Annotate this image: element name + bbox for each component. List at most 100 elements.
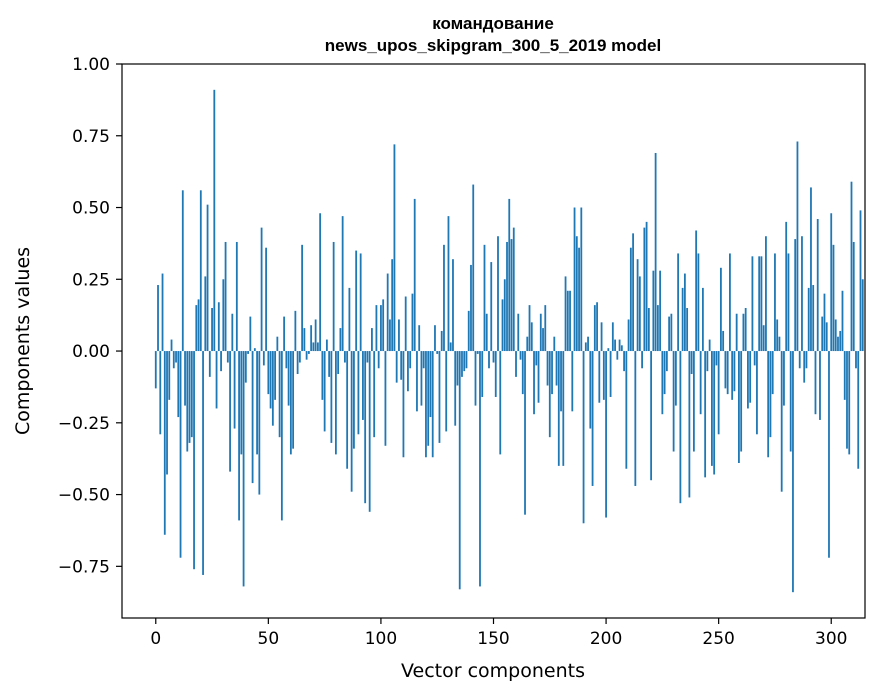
bar	[494, 351, 497, 397]
bar	[224, 241, 227, 352]
bar	[852, 241, 855, 352]
bar	[362, 351, 364, 420]
bar	[832, 244, 835, 352]
bar	[634, 351, 637, 486]
bar	[195, 305, 198, 352]
bar	[591, 351, 594, 486]
bar	[783, 351, 785, 406]
bar	[731, 351, 734, 400]
bar	[823, 293, 826, 352]
y-tick-label: 1.00	[72, 55, 110, 75]
bar	[294, 310, 297, 352]
bar	[830, 213, 833, 352]
bar	[598, 351, 601, 403]
bar	[650, 351, 653, 481]
bar	[713, 351, 716, 475]
bar	[409, 351, 412, 369]
bar	[553, 336, 556, 352]
bar	[262, 351, 265, 366]
bar	[307, 351, 310, 354]
bar	[418, 325, 421, 352]
chart-subtitle: news_upos_skipgram_300_5_2019 model	[325, 36, 661, 55]
bar	[539, 313, 542, 352]
bar	[535, 351, 538, 366]
bar	[316, 342, 319, 352]
x-axis: 0 50 100 150 200 250 300	[150, 618, 847, 649]
bar	[274, 351, 276, 400]
bar	[456, 351, 459, 386]
bar	[609, 351, 612, 397]
bar	[249, 316, 252, 352]
bar	[371, 328, 373, 352]
bar	[400, 351, 403, 380]
bar	[440, 330, 443, 352]
bar	[244, 351, 247, 383]
bar	[213, 89, 216, 352]
bar	[816, 219, 819, 352]
y-tick-label: −0.25	[58, 414, 110, 434]
bar	[760, 256, 763, 352]
bar	[519, 351, 522, 360]
bar	[625, 351, 628, 469]
bar	[641, 351, 643, 369]
bar	[749, 351, 752, 403]
bar	[323, 351, 326, 432]
bar	[647, 307, 650, 352]
bar	[555, 351, 558, 386]
bar	[607, 348, 610, 352]
bar	[447, 216, 450, 352]
bar	[573, 207, 576, 352]
bar	[175, 351, 177, 363]
bar	[544, 305, 547, 352]
bar	[557, 351, 560, 466]
x-tick-label: 50	[258, 629, 280, 649]
bar	[197, 299, 200, 352]
bar	[846, 351, 848, 449]
bar	[346, 351, 349, 469]
bar	[605, 351, 607, 518]
bar	[690, 351, 693, 375]
bar	[704, 351, 707, 478]
bar	[199, 190, 202, 352]
bar	[485, 313, 488, 352]
bar	[278, 351, 281, 438]
bar	[188, 351, 191, 443]
bar	[344, 351, 346, 363]
bar	[776, 319, 779, 352]
bar	[843, 351, 846, 400]
bar	[670, 313, 673, 352]
bar	[638, 276, 641, 352]
bar	[805, 351, 808, 369]
bar	[217, 302, 220, 352]
bar	[785, 221, 788, 352]
x-tick-label: 150	[477, 629, 509, 649]
bar	[564, 276, 567, 352]
bar	[803, 351, 806, 383]
bar	[729, 253, 731, 352]
bar	[373, 351, 376, 438]
bar	[226, 351, 229, 363]
bar	[269, 351, 272, 409]
bar	[285, 351, 288, 369]
bar	[859, 210, 862, 352]
bar	[211, 307, 213, 352]
bar	[253, 348, 256, 352]
x-tick-label: 300	[815, 629, 847, 649]
bar	[357, 351, 360, 435]
bar	[526, 336, 529, 352]
bar	[256, 351, 258, 455]
bar	[528, 305, 531, 352]
bar	[614, 339, 616, 352]
bar	[391, 259, 394, 352]
bar	[398, 319, 400, 352]
bar	[220, 351, 222, 372]
y-tick-label: 0.75	[72, 127, 110, 147]
bar	[353, 351, 355, 449]
x-axis-label: Vector components	[401, 660, 585, 682]
bar	[571, 351, 574, 412]
bar	[292, 351, 295, 449]
bar	[717, 351, 720, 435]
bar	[303, 328, 306, 352]
bar	[157, 285, 159, 352]
